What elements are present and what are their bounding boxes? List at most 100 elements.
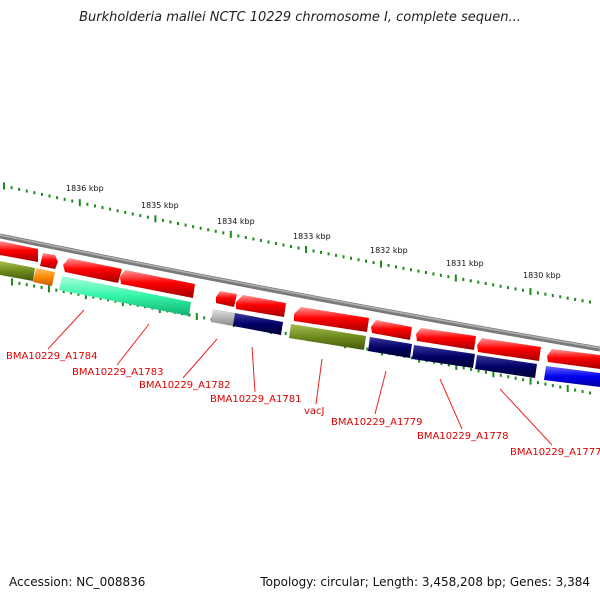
minor-tick <box>499 284 502 288</box>
minor-tick <box>92 295 95 299</box>
minor-tick <box>192 225 195 229</box>
chromosome-backbone-highlight <box>0 234 600 349</box>
gene-arrow[interactable] <box>63 258 122 283</box>
minor-tick <box>544 292 547 296</box>
minor-tick <box>484 370 487 374</box>
gene-label-a1779[interactable]: BMA10229_A1779 <box>331 417 422 428</box>
minor-tick <box>101 206 104 210</box>
gene-arrow[interactable] <box>216 291 237 307</box>
minor-tick <box>447 275 450 279</box>
minor-tick <box>25 283 28 287</box>
minor-tick <box>365 259 368 263</box>
minor-tick <box>237 234 240 238</box>
gene-block-aqua[interactable] <box>59 276 191 316</box>
gene-arrow[interactable] <box>547 349 600 369</box>
kbp-label-1830: 1830 kbp <box>523 271 561 280</box>
minor-tick <box>177 222 180 226</box>
minor-tick <box>77 292 80 296</box>
reverse-strand-genes <box>0 261 600 387</box>
genome-summary-text: Topology: circular; Length: 3,458,208 bp… <box>260 575 590 589</box>
minor-tick <box>312 249 315 253</box>
gene-block-olive[interactable] <box>289 324 366 350</box>
gene-arrow[interactable] <box>477 338 541 361</box>
minor-tick <box>55 288 58 292</box>
gene-arrow[interactable] <box>0 241 38 262</box>
minor-tick <box>387 263 390 267</box>
minor-tick <box>417 269 420 273</box>
minor-tick <box>146 215 149 219</box>
gene-arrow[interactable] <box>120 270 195 298</box>
minor-tick <box>566 296 569 300</box>
minor-tick <box>372 261 375 265</box>
gene-block-navy[interactable] <box>368 337 412 358</box>
gene-label-a1777[interactable]: BMA10229_A1777 <box>510 447 600 458</box>
minor-tick <box>559 385 562 389</box>
minor-tick <box>99 296 102 300</box>
minor-tick <box>395 265 397 269</box>
major-tick <box>84 292 87 300</box>
minor-tick <box>439 273 442 277</box>
minor-tick <box>574 297 577 301</box>
minor-tick <box>259 238 262 242</box>
accession-text: Accession: NC_008836 <box>9 575 146 589</box>
minor-tick <box>267 240 270 244</box>
gene-block-blue[interactable] <box>544 366 600 387</box>
gene-label-a1784[interactable]: BMA10229_A1784 <box>6 351 97 362</box>
minor-tick <box>402 266 405 270</box>
minor-tick <box>492 283 495 287</box>
gene-arrow[interactable] <box>294 307 369 332</box>
minor-tick <box>207 228 210 232</box>
minor-tick <box>282 243 285 247</box>
map-title: Burkholderia mallei NCTC 10229 chromosom… <box>79 10 521 25</box>
gene-label-a1783[interactable]: BMA10229_A1783 <box>72 367 163 378</box>
gene-block-olive[interactable] <box>0 261 35 281</box>
kbp-label-1836: 1836 kbp <box>66 184 104 193</box>
minor-tick <box>551 294 554 298</box>
label-leader-lines <box>47 309 553 446</box>
major-tick <box>454 274 457 282</box>
major-tick <box>380 260 383 268</box>
minor-tick <box>514 287 517 291</box>
major-tick <box>3 182 5 190</box>
gene-block-navy[interactable] <box>412 345 475 368</box>
gene-block-grey[interactable] <box>211 309 235 326</box>
gene-arrow[interactable] <box>40 253 58 269</box>
minor-tick <box>424 271 427 275</box>
kbp-label-1832: 1832 kbp <box>370 246 408 255</box>
gene-label-a1778[interactable]: BMA10229_A1778 <box>417 431 508 442</box>
minor-tick <box>18 187 21 191</box>
kbp-tick-track <box>3 182 591 304</box>
gene-arrow[interactable] <box>371 320 412 340</box>
gene-block-navy[interactable] <box>233 313 283 335</box>
gene-label-vacj[interactable]: vacJ <box>304 406 325 417</box>
minor-tick <box>484 282 487 286</box>
minor-tick <box>447 363 450 367</box>
minor-tick <box>440 362 443 366</box>
major-tick <box>566 385 569 393</box>
gene-arrow[interactable] <box>236 295 286 317</box>
minor-tick <box>18 281 21 285</box>
major-tick <box>529 288 532 296</box>
minor-tick <box>40 285 43 289</box>
minor-tick <box>124 210 127 214</box>
minor-tick <box>462 277 465 281</box>
minor-tick <box>109 207 112 211</box>
minor-tick <box>71 199 74 203</box>
gene-block-orange[interactable] <box>33 268 55 286</box>
minor-tick <box>536 381 539 385</box>
major-tick <box>305 245 308 253</box>
kbp-label-1835: 1835 kbp <box>141 201 179 210</box>
minor-tick <box>536 291 539 295</box>
minor-tick <box>56 196 59 200</box>
major-tick <box>455 362 458 370</box>
minor-tick <box>410 356 413 360</box>
minor-tick <box>470 367 473 371</box>
kbp-label-1833: 1833 kbp <box>293 232 331 241</box>
gene-arrow[interactable] <box>416 328 476 350</box>
gene-label-a1781[interactable]: BMA10229_A1781 <box>210 394 301 405</box>
minor-tick <box>521 288 524 292</box>
minor-tick <box>70 291 73 295</box>
gene-block-navy[interactable] <box>475 355 537 378</box>
gene-label-a1782[interactable]: BMA10229_A1782 <box>139 380 230 391</box>
